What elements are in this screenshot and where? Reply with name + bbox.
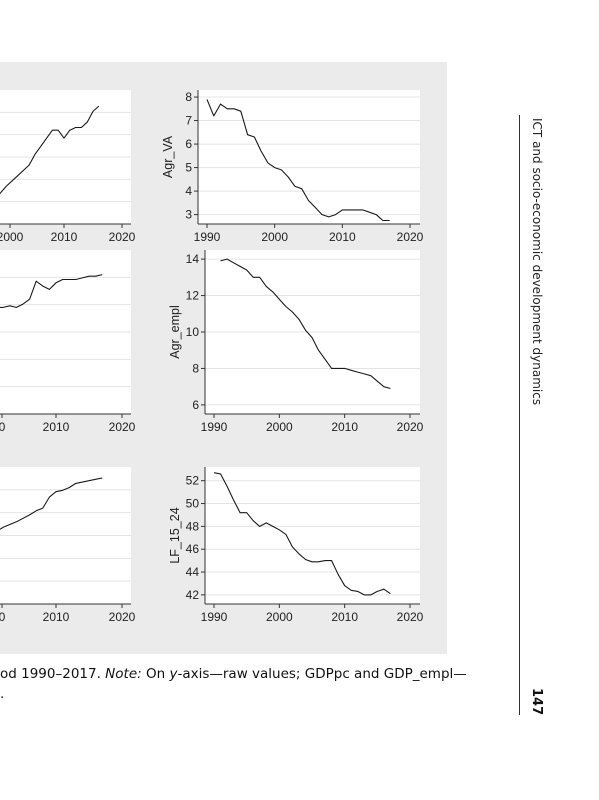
y-axis-label: Agr_VA — [161, 135, 175, 178]
plot-area — [198, 90, 420, 224]
x-tick-label: 1990 — [194, 230, 221, 244]
x-tick-label: 0 — [0, 420, 6, 434]
x-tick-label: 2020 — [397, 610, 424, 624]
caption-y-axis-italic: y — [169, 666, 178, 682]
series-line — [220, 258, 391, 390]
series-line — [0, 105, 100, 195]
x-tick-label: 2020 — [109, 610, 136, 624]
x-tick-label: 2010 — [331, 610, 358, 624]
y-tick-label: 52 — [186, 474, 200, 488]
x-tick-label: 1990 — [201, 420, 228, 434]
y-tick-label: 10 — [186, 325, 200, 339]
y-tick-label: 8 — [192, 361, 199, 375]
x-tick-label: 2020 — [397, 420, 424, 434]
margin-rule — [519, 115, 520, 715]
x-tick-label: 2000 — [266, 610, 293, 624]
y-axis-label: Agr_empl — [168, 305, 182, 359]
y-tick-label: 3 — [185, 208, 192, 222]
x-tick-label: 1990 — [201, 610, 228, 624]
chart-4: 1990 2000 2010 2020 6 8 10 12 14 Agr_empl — [168, 250, 424, 434]
chart-2: 1990 2000 2010 2020 3 4 5 6 7 8 Agr_VA — [161, 90, 424, 244]
y-tick-label: 46 — [186, 542, 200, 556]
y-tick-label: 5 — [185, 161, 192, 175]
x-tick-label: 0 — [0, 610, 6, 624]
y-tick-label: 12 — [186, 289, 200, 303]
caption-line-1: od 1990–2017. Note: On y-axis—raw values… — [0, 666, 467, 682]
y-tick-label: 44 — [186, 565, 200, 579]
y-tick-label: 7 — [185, 114, 192, 128]
caption-line-2: . — [0, 686, 5, 702]
x-tick-label: 2020 — [109, 230, 136, 244]
x-tick-label: 2020 — [397, 230, 424, 244]
chart-5: 0 2010 2020 — [0, 467, 136, 624]
x-tick-label: 2010 — [329, 230, 356, 244]
figure-charts: 2000 2010 2020 1990 2000 2010 2020 3 4 5 6 7 8 Agr_VA… — [0, 90, 424, 624]
y-tick-label: 8 — [185, 90, 192, 104]
series-line — [0, 477, 103, 530]
x-tick-label: 2000 — [266, 420, 293, 434]
y-tick-label: 14 — [186, 252, 200, 266]
series-line — [213, 472, 391, 596]
y-axis-label: LF_15_24 — [168, 507, 182, 563]
chart-1: 2000 2010 2020 — [0, 90, 136, 244]
chart-3: 0 2010 2020 — [0, 250, 136, 434]
x-tick-label: 2010 — [43, 420, 70, 434]
x-tick-label: 2020 — [109, 420, 136, 434]
x-tick-label: 2000 — [0, 230, 24, 244]
caption-note-label: Note: — [105, 666, 142, 682]
page-number: 147 — [529, 688, 544, 716]
x-tick-label: 2010 — [331, 420, 358, 434]
y-tick-label: 48 — [186, 519, 200, 533]
series-line — [0, 274, 103, 308]
x-tick-label: 2010 — [43, 610, 70, 624]
chart-6: 1990 2000 2010 2020 42 44 46 48 50 52 LF_15_24 — [168, 467, 424, 624]
figure-caption: od 1990–2017. Note: On y-axis—raw values… — [0, 664, 500, 704]
plot-area — [205, 467, 420, 604]
series-line — [206, 99, 390, 222]
x-tick-label: 2000 — [261, 230, 288, 244]
y-tick-label: 4 — [185, 184, 192, 198]
y-tick-label: 42 — [186, 588, 200, 602]
y-tick-label: 6 — [185, 137, 192, 151]
x-tick-label: 2010 — [51, 230, 78, 244]
y-tick-label: 6 — [192, 398, 199, 412]
y-tick-label: 50 — [186, 497, 200, 511]
running-head: ICT and socio-economic development dynam… — [530, 118, 544, 406]
